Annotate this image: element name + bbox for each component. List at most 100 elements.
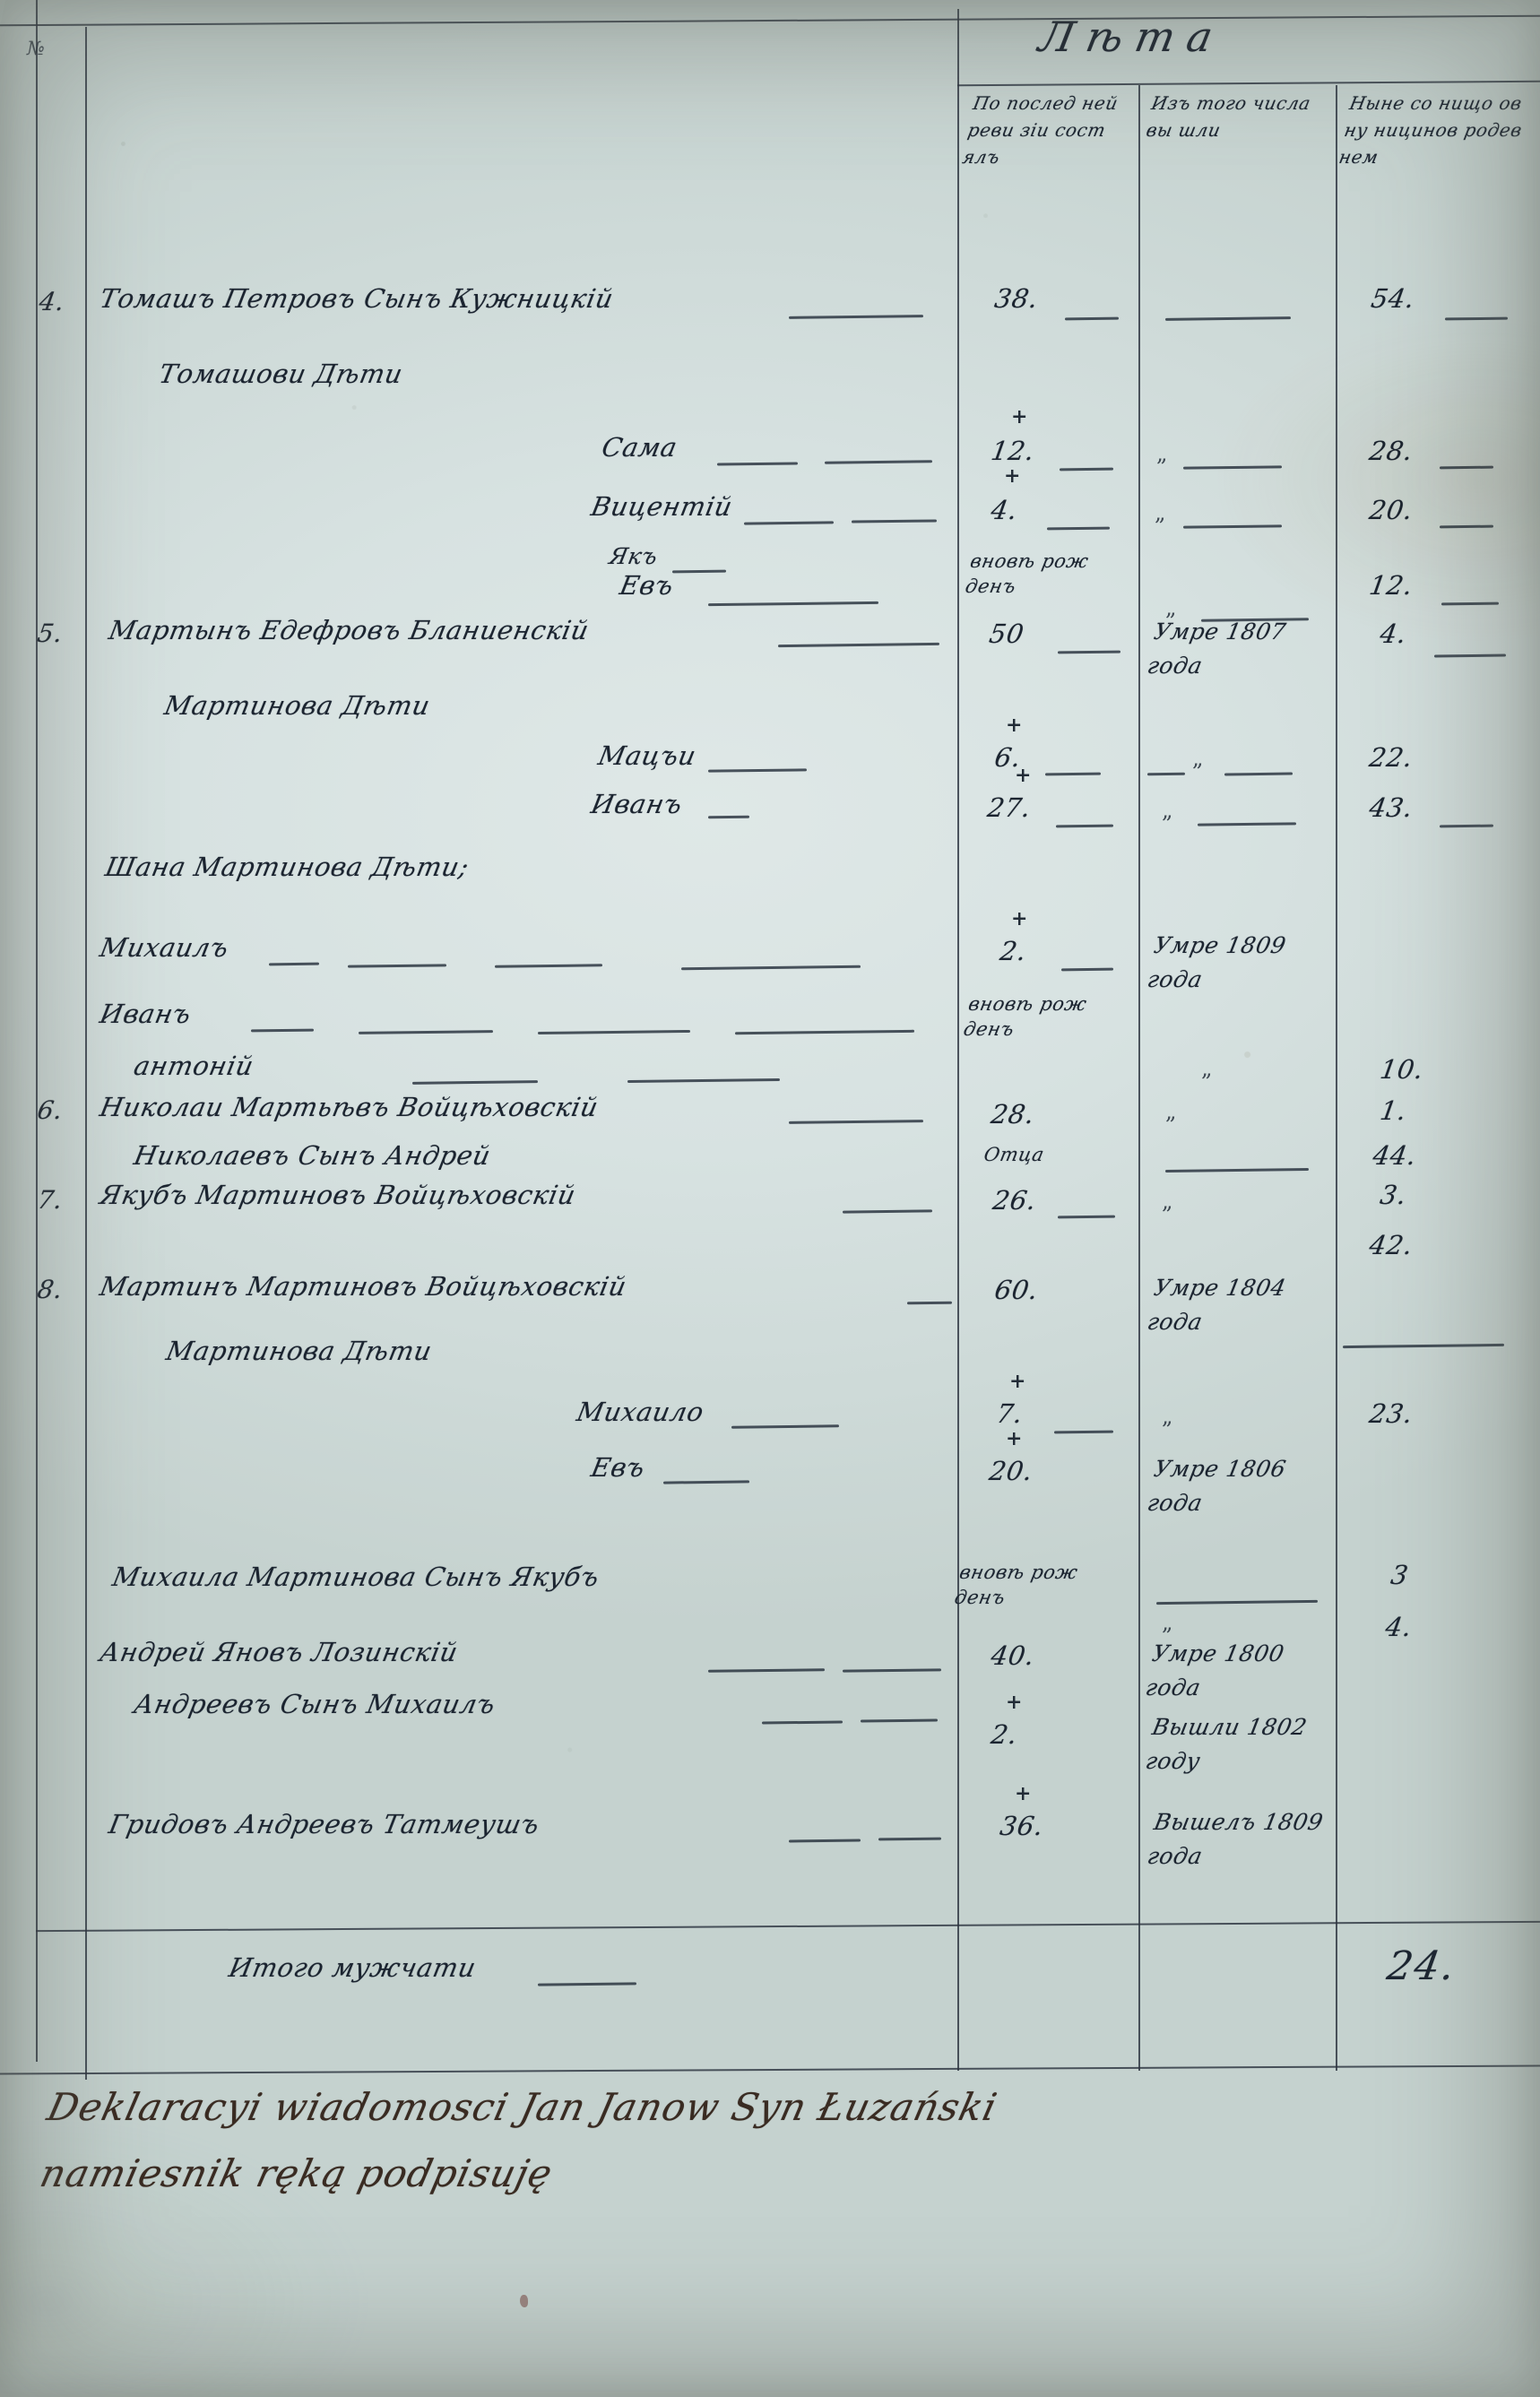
cell-departed: Умре 1809 года [1145,932,1289,992]
cell-prev-revision: 26. [991,1185,1039,1216]
row-name: Андрей Яновъ Лозинскій [97,1637,461,1667]
leader-dash [1444,316,1509,321]
row-name: Андреевъ Сынъ Михаилъ [131,1689,498,1719]
leader-dash [1433,653,1507,658]
row-name: Иванъ [588,789,686,819]
cell-now-present: 44. [1371,1140,1419,1171]
cell-departed: Вышли 1802 году [1143,1714,1310,1774]
leader-dash [842,1209,933,1214]
leader-dash [411,1080,539,1085]
row-number: 6. [35,1095,65,1125]
margin-rule-left [36,0,38,2062]
leader-dash [1182,524,1283,529]
cell-prev-revision: 7. [994,1398,1025,1429]
total-row-label: Итого мужчати [226,1952,480,1983]
row-name: Вицентій [588,491,736,522]
cell-prev-revision: вновѣ рож денъ [963,550,1091,597]
cell-now-present: 42. [1367,1230,1415,1260]
margin-page-mark: № [27,38,46,59]
footer-declaration-line-2: namiesnik ręką podpisuję [36,2151,558,2195]
column-rule-no [85,27,87,2080]
column-rule-prev [957,9,959,2071]
cell-prev-revision: 2. [998,936,1029,966]
row-name: Якъ [607,543,661,569]
leader-dash [1439,524,1494,529]
cell-now-present: 4. [1383,1612,1415,1642]
leader-dash [250,1028,315,1033]
leader-dash [707,601,879,607]
increment-mark: + [1009,1370,1026,1393]
ink-speck [520,2295,528,2307]
column-header-prev-revision: По послед ней реви зіи сост ялъ [960,92,1120,168]
row-name: Мартинова Дѣти [163,1336,435,1366]
ditto-mark: „ [1201,1056,1213,1081]
cell-prev-revision: 50 [987,619,1026,649]
ditto-mark: „ [1165,595,1177,620]
leader-dash [824,460,933,464]
cell-now-present: 54. [1369,283,1417,314]
leader-dash [731,1424,840,1429]
leader-dash [358,1030,494,1034]
leader-dash [1057,650,1121,654]
row-number: 5. [35,619,65,648]
row-name: Михаила Мартинова Сынъ Якубъ [109,1562,602,1592]
leader-dash [537,1982,637,1986]
leader-dash [1146,772,1186,776]
increment-mark: + [1011,907,1028,930]
leader-dash [851,519,938,524]
leader-dash [707,1668,826,1673]
ditto-mark: „ [1162,1610,1173,1635]
row-name: Шана Мартинова Дѣти; [102,852,472,882]
leader-dash [494,964,603,968]
column-rule-now [1336,85,1337,2071]
leader-dash [1060,967,1114,972]
leader-dash [662,1480,750,1484]
cell-now-present: 4. [1378,619,1409,649]
row-number: 7. [35,1185,65,1215]
header-divider [957,80,1540,87]
row-number: 8. [35,1275,65,1304]
leader-dash [1182,465,1283,470]
row-name: Николаевъ Сынъ Андрей [131,1140,494,1171]
footer-declaration-line-1: Deklaracyi wiadomosci Jan Janow Syn Łuza… [43,2085,1002,2129]
leader-dash [743,521,835,525]
cell-prev-revision: 36. [998,1811,1046,1841]
leader-dash [842,1668,942,1673]
leader-dash [1164,316,1292,321]
cell-prev-revision: 12. [989,436,1037,466]
leader-dash [537,1029,691,1035]
cell-now-present: 23. [1367,1398,1415,1429]
cell-departed: Умре 1807 года [1145,619,1289,679]
cell-now-present: 3. [1378,1180,1409,1210]
leader-dash [268,962,320,966]
increment-mark: + [1011,405,1028,428]
leader-dash [1164,1168,1310,1173]
row-name: Иванъ [97,999,195,1029]
row-name: Евъ [617,570,677,601]
leader-dash [788,1120,924,1124]
ditto-mark: „ [1162,798,1173,823]
leader-dash [680,965,861,971]
row-name: антоній [131,1051,256,1081]
top-border [0,14,1540,27]
cell-prev-revision: 2. [989,1719,1020,1750]
leader-dash [878,1837,942,1841]
cell-now-present: 22. [1367,742,1415,773]
leader-dash [1441,601,1500,606]
leader-dash [1439,824,1494,828]
leader-dash [1046,526,1111,531]
table-spanning-header: Лѣта [1034,13,1230,61]
leader-dash [1053,1430,1114,1434]
increment-mark: + [1006,1427,1023,1450]
increment-mark: + [1006,1691,1023,1714]
leader-dash [777,642,940,648]
increment-mark: + [1015,764,1032,787]
row-number: 4. [37,287,67,316]
cell-prev-revision: 38. [992,283,1041,314]
leader-dash [1055,824,1114,828]
ditto-mark: „ [1192,746,1204,771]
leader-dash [734,1029,915,1035]
cell-now-present: 10. [1378,1054,1426,1085]
cell-now-present: 43. [1367,792,1415,823]
